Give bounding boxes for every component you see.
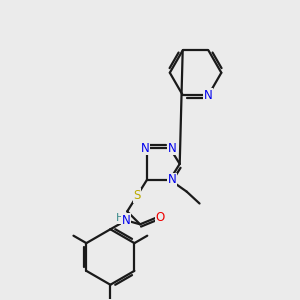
Text: H: H xyxy=(116,213,124,224)
Text: N: N xyxy=(167,173,176,186)
Text: O: O xyxy=(155,211,164,224)
Text: N: N xyxy=(167,142,176,154)
Text: S: S xyxy=(134,189,141,202)
Text: N: N xyxy=(141,142,149,154)
Text: N: N xyxy=(204,88,213,101)
Text: N: N xyxy=(122,214,130,227)
